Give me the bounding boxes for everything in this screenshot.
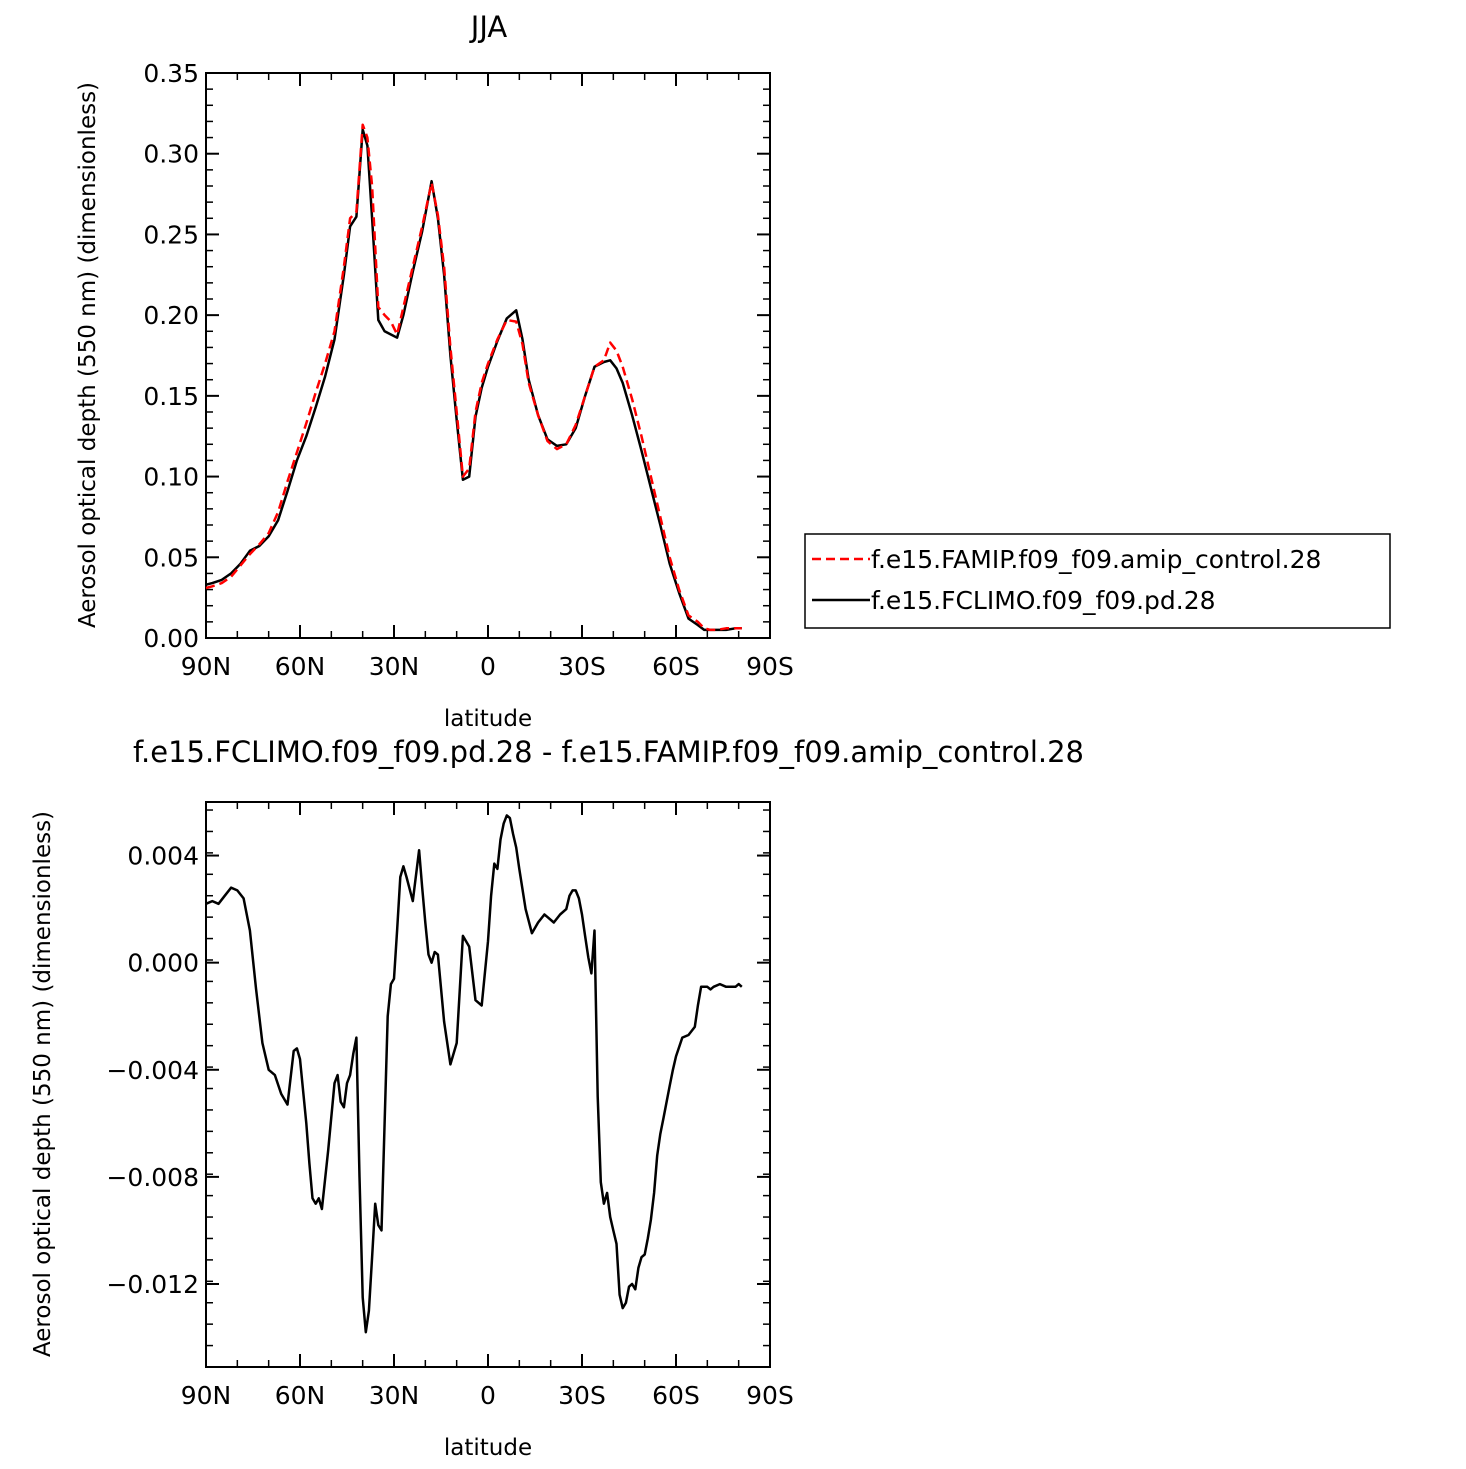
bottom-x-tick-label: 30N — [369, 1381, 420, 1410]
top-y-axis: 0.00 0.05 0.10 0.15 0.20 0.25 0.30 0.35 — [143, 59, 770, 653]
top-x-axis: 90N 60N 30N 0 30S 60S 90S — [181, 73, 794, 681]
top-x-axis-title: latitude — [444, 706, 532, 732]
top-series — [205, 123, 742, 632]
top-y-tick-label: 0.10 — [143, 463, 199, 492]
top-x-tick-label: 60S — [652, 652, 700, 681]
bottom-x-axis-title: latitude — [444, 1435, 532, 1461]
bottom-x-tick-label: 90S — [746, 1381, 794, 1410]
bottom-y-tick-label: −0.012 — [106, 1270, 199, 1299]
top-panel-title: JJA — [469, 10, 508, 44]
top-y-tick-label: 0.35 — [143, 59, 199, 88]
bottom-x-tick-label: 0 — [480, 1381, 496, 1410]
bottom-y-axis-title: Aerosol optical depth (550 nm) (dimensio… — [30, 811, 56, 1357]
bottom-x-tick-label: 60N — [275, 1381, 326, 1410]
top-x-tick-label: 30S — [558, 652, 606, 681]
legend-box — [804, 533, 1391, 629]
bottom-series — [205, 814, 743, 1334]
bottom-y-tick-label: −0.004 — [106, 1056, 199, 1085]
top-y-tick-label: 0.00 — [143, 624, 199, 653]
legend-label-fclimo: f.e15.FCLIMO.f09_f09.pd.28 — [871, 586, 1216, 615]
top-y-axis-title: Aerosol optical depth (550 nm) (dimensio… — [75, 82, 101, 628]
top-x-tick-label: 30N — [369, 652, 420, 681]
bottom-x-tick-label: 90N — [181, 1381, 232, 1410]
top-panel: JJA 0.00 0.05 0.10 0.15 0.20 0.25 0.30 0.35 90N… — [75, 10, 794, 732]
bottom-x-axis: 90N 60N 30N 0 30S 60S 90S — [181, 802, 794, 1410]
top-series-line-0 — [205, 123, 742, 632]
bottom-panel: f.e15.FCLIMO.f09_f09.pd.28 - f.e15.FAMIP… — [30, 735, 1084, 1461]
legend-label-famip: f.e15.FAMIP.f09_f09.amip_control.28 — [871, 545, 1321, 574]
legend: f.e15.FAMIP.f09_f09.amip_control.28 f.e1… — [804, 533, 1391, 629]
top-plot-frame — [205, 72, 771, 639]
bottom-panel-title: f.e15.FCLIMO.f09_f09.pd.28 - f.e15.FAMIP… — [133, 735, 1084, 769]
bottom-x-tick-label: 30S — [558, 1381, 606, 1410]
top-y-tick-label: 0.30 — [143, 140, 199, 169]
bottom-y-tick-label: 0.004 — [127, 842, 199, 871]
top-x-tick-label: 0 — [480, 652, 496, 681]
bottom-series-line-0 — [205, 814, 743, 1334]
bottom-y-tick-label: −0.008 — [106, 1163, 199, 1192]
top-series-line-1 — [205, 128, 742, 632]
top-y-tick-label: 0.15 — [143, 382, 199, 411]
top-x-tick-label: 60N — [275, 652, 326, 681]
top-x-tick-label: 90N — [181, 652, 232, 681]
bottom-x-tick-label: 60S — [652, 1381, 700, 1410]
top-y-tick-label: 0.25 — [143, 220, 199, 249]
top-x-tick-label: 90S — [746, 652, 794, 681]
top-y-tick-label: 0.05 — [143, 543, 199, 572]
top-y-tick-label: 0.20 — [143, 301, 199, 330]
bottom-y-tick-label: 0.000 — [127, 949, 199, 978]
bottom-y-axis: 0.004 0.000 −0.004 −0.008 −0.012 — [106, 809, 770, 1368]
